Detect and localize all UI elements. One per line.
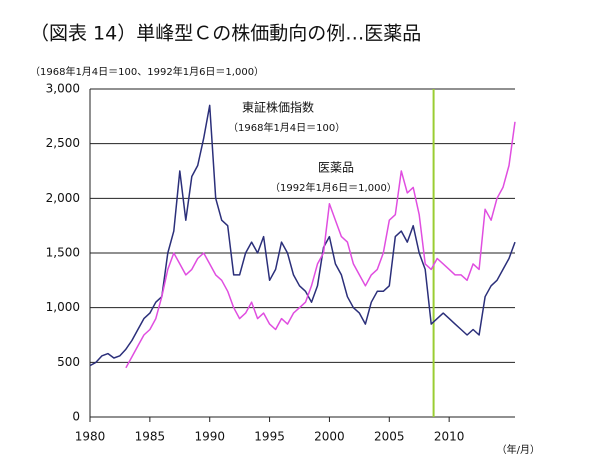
x-tick-label: 2000 bbox=[314, 430, 345, 444]
y-tick-label: 0 bbox=[72, 410, 80, 424]
x-tick-label: 1990 bbox=[194, 430, 225, 444]
y-tick-label: 1,000 bbox=[46, 300, 80, 314]
annotation: 医薬品 bbox=[318, 161, 354, 175]
x-axis-label: （年/月） bbox=[497, 443, 540, 456]
x-tick-label: 2005 bbox=[374, 430, 405, 444]
y-tick-label: 1,500 bbox=[46, 246, 80, 260]
annotation: 東証株価指数 bbox=[242, 100, 314, 115]
y-tick-label: 2,000 bbox=[46, 191, 80, 205]
x-tick-label: 1980 bbox=[75, 430, 106, 444]
x-tick-label: 1995 bbox=[254, 430, 285, 444]
x-tick-label: 2010 bbox=[434, 430, 465, 444]
annotation: （1992年1月6日＝1,000） bbox=[270, 181, 397, 194]
y-tick-label: 3,000 bbox=[46, 82, 80, 96]
series-line bbox=[125, 121, 516, 369]
y-tick-label: 2,500 bbox=[46, 136, 80, 150]
chart-title: （図表 14）単峰型Ｃの株価動向の例…医薬品 bbox=[30, 23, 421, 45]
y-tick-label: 500 bbox=[57, 355, 80, 369]
chart-subtitle: （1968年1月4日＝100、1992年1月6日＝1,000） bbox=[30, 65, 264, 78]
x-tick-label: 1985 bbox=[135, 430, 166, 444]
series-line bbox=[89, 104, 516, 367]
annotation: （1968年1月4日＝100） bbox=[228, 121, 345, 134]
